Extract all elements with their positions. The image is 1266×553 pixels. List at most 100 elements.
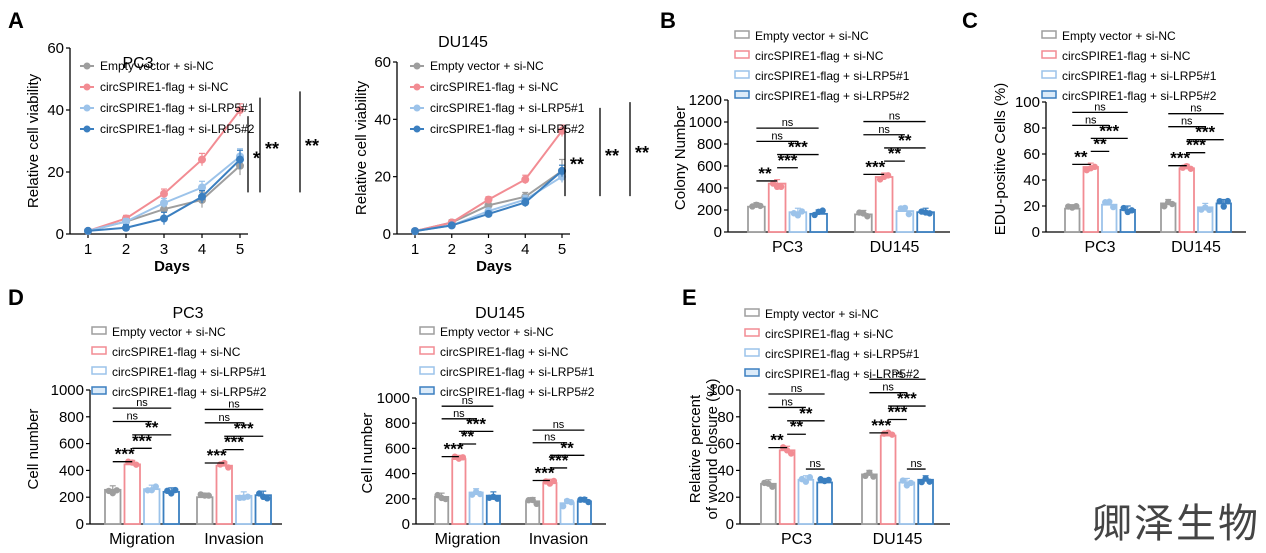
legend-label: circSPIRE1-flag + si-NC — [440, 345, 569, 359]
bar-group — [854, 209, 873, 233]
legend-label: circSPIRE1-flag + si-LRP5#2 — [112, 385, 267, 399]
y-tick-label: 0 — [76, 516, 84, 533]
bar-group — [104, 485, 122, 525]
y-tick-label: 800 — [697, 136, 722, 153]
bar — [747, 205, 766, 233]
bar-group — [895, 204, 915, 233]
y-tick-label: 0 — [1032, 224, 1040, 241]
y-tick-label: 400 — [59, 462, 84, 479]
y-tick-label: 0 — [726, 516, 734, 533]
data-dot — [870, 473, 877, 480]
significance-label: ns — [544, 432, 556, 444]
significance-label: ** — [888, 144, 902, 163]
data-dot — [769, 483, 776, 490]
significance-label: ** — [305, 136, 319, 156]
bar-group — [879, 429, 897, 525]
legend-box-swatch — [1041, 50, 1057, 59]
significance-label: ns — [1094, 101, 1106, 113]
significance-label: ** — [758, 164, 772, 183]
data-point — [198, 192, 206, 201]
significance-label: *** — [234, 419, 254, 438]
bar-group — [816, 476, 833, 525]
y-tick-label: 40 — [47, 102, 64, 119]
y-tick-label: 20 — [1023, 198, 1040, 215]
y-tick-label: 0 — [383, 226, 391, 243]
significance-label: *** — [788, 138, 808, 157]
significance-label: *** — [466, 414, 486, 433]
data-point — [411, 227, 419, 236]
bar-group — [917, 475, 934, 525]
significance-label: ns — [791, 383, 803, 395]
data-dot — [905, 210, 913, 218]
y-axis-label: of wound closure (%) — [704, 379, 721, 520]
data-point — [558, 166, 566, 175]
data-dot — [264, 495, 271, 502]
bar-group — [788, 207, 808, 233]
bar-group — [1119, 204, 1136, 233]
bar-group — [861, 469, 878, 525]
data-dot — [205, 492, 212, 499]
legend-marker-swatch — [413, 125, 421, 133]
data-dot — [1224, 197, 1231, 205]
y-tick-label: 0 — [714, 224, 722, 241]
bar-group — [451, 453, 467, 525]
legend-box-swatch — [734, 90, 750, 99]
bar-group — [874, 172, 894, 233]
data-dot — [1216, 197, 1223, 205]
panel-letter-a: A — [8, 8, 24, 33]
y-tick-label: 80 — [717, 409, 734, 426]
data-dot — [133, 461, 140, 468]
significance-label: *** — [778, 151, 798, 170]
legend-label: circSPIRE1-flag + si-LRP5#2 — [100, 122, 255, 136]
bar-group — [916, 207, 935, 233]
significance-label: ns — [1085, 114, 1097, 126]
significance-label: ns — [910, 458, 922, 470]
x-category-label: PC3 — [772, 239, 803, 256]
legend-marker-swatch — [413, 104, 421, 112]
bar — [874, 176, 894, 233]
legend-box-swatch — [419, 386, 435, 395]
bar-group — [254, 490, 272, 525]
data-point — [122, 217, 130, 226]
data-dot — [152, 483, 159, 490]
significance-label: ns — [781, 396, 793, 408]
legend-box-swatch — [419, 366, 435, 375]
significance-label: *** — [132, 431, 152, 450]
y-tick-label: 20 — [374, 169, 391, 186]
bar — [917, 478, 934, 525]
significance-label: *** — [224, 433, 244, 452]
panel-letter-d: D — [8, 285, 24, 310]
bar-group — [559, 497, 575, 525]
legend-label: circSPIRE1-flag + si-NC — [100, 80, 229, 94]
bar-group — [809, 207, 828, 233]
legend-box-swatch — [734, 50, 750, 59]
significance-label: *** — [865, 157, 885, 176]
y-tick-label: 600 — [385, 440, 410, 457]
data-point — [160, 189, 168, 198]
y-tick-label: 80 — [1023, 120, 1040, 137]
data-dot — [529, 496, 536, 504]
legend-box-swatch — [744, 308, 760, 317]
significance-label: *** — [1186, 136, 1206, 155]
significance-label: *** — [115, 445, 135, 464]
bar — [778, 449, 796, 525]
legend-label: Empty vector + si-NC — [1062, 29, 1176, 43]
legend-label: circSPIRE1-flag + si-NC — [430, 80, 559, 94]
y-tick-label: 40 — [374, 111, 391, 128]
bar-group — [434, 491, 450, 525]
y-tick-label: 100 — [709, 382, 734, 399]
y-tick-label: 400 — [385, 466, 410, 483]
significance-label: ns — [1190, 103, 1202, 115]
bar-group — [215, 459, 233, 525]
significance-label: *** — [444, 440, 464, 459]
panel-letter-b: B — [660, 8, 676, 33]
significance-label: ** — [561, 438, 575, 457]
legend-label: circSPIRE1-flag + si-NC — [765, 327, 894, 341]
data-dot — [172, 486, 179, 494]
data-dot — [794, 212, 802, 219]
legend-label: Empty vector + si-NC — [112, 325, 226, 339]
significance-label: ** — [790, 417, 804, 436]
significance-label: ** — [1093, 134, 1107, 153]
bar — [898, 481, 916, 525]
significance-label: *** — [535, 464, 555, 483]
